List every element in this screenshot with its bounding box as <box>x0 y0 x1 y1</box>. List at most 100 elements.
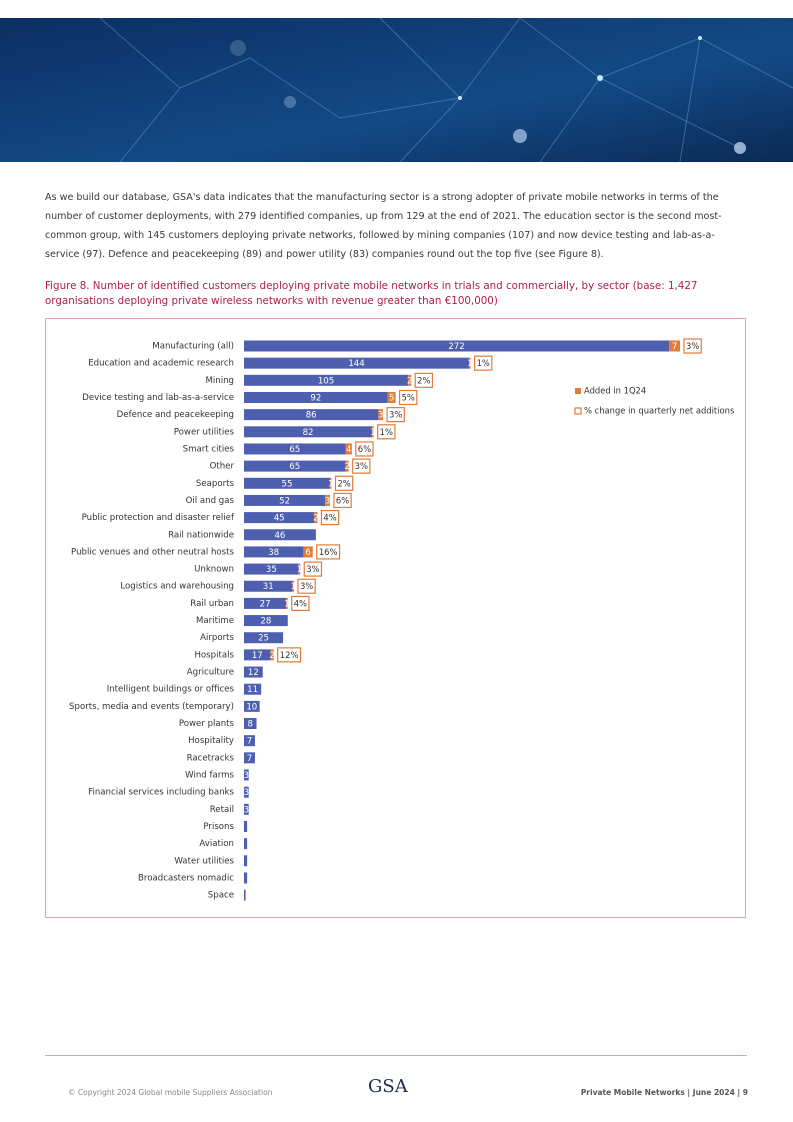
legend-swatch <box>575 388 581 394</box>
bar <box>244 649 271 661</box>
category-label: Broadcasters nomadic <box>138 873 234 883</box>
bar <box>244 529 316 541</box>
bar-label: 46 <box>274 531 285 541</box>
bar-label: 28 <box>260 617 271 627</box>
pct-box <box>377 424 396 440</box>
pct-label: 5% <box>402 392 415 402</box>
bar-label: 86 <box>306 411 317 421</box>
pct-label: 6% <box>336 495 349 505</box>
pct-label: 4% <box>323 513 336 523</box>
footer-rule <box>45 1055 747 1056</box>
added-bar <box>298 563 301 575</box>
bar-label: 27 <box>260 599 271 609</box>
pct-box <box>352 458 371 474</box>
bar <box>244 752 255 764</box>
category-label: Hospitality <box>188 736 234 746</box>
category-label: Oil and gas <box>186 496 235 506</box>
bar <box>244 769 249 781</box>
bar-label: 65 <box>289 462 300 472</box>
pct-label: 3% <box>306 564 319 574</box>
bar-label: 82 <box>303 428 314 438</box>
bar-label: 25 <box>258 634 269 644</box>
bar-label: 12 <box>248 668 259 678</box>
category-label: Seaports <box>196 479 235 489</box>
bar <box>244 615 288 627</box>
bar <box>244 546 304 558</box>
bar <box>244 597 287 609</box>
added-label: 5 <box>389 393 394 403</box>
bar-label: 31 <box>263 582 274 592</box>
added-label: 1 <box>284 599 289 609</box>
pct-box <box>386 407 405 423</box>
bar <box>244 374 409 386</box>
pct-box <box>297 578 316 594</box>
bar-label: 3 <box>244 805 249 815</box>
added-bar <box>286 597 288 609</box>
pct-label: 2% <box>337 478 350 488</box>
added-bar <box>329 477 332 489</box>
category-label: Aviation <box>199 839 234 849</box>
legend-label: Added in 1Q24 <box>584 386 646 396</box>
bar-label: 17 <box>252 651 263 661</box>
added-label: 3 <box>378 411 383 421</box>
category-label: Smart cities <box>183 444 235 454</box>
pct-box <box>303 561 323 577</box>
added-bar <box>669 340 681 352</box>
added-bar <box>378 409 384 421</box>
bar <box>244 563 299 575</box>
bar <box>244 872 248 884</box>
bar-label: 35 <box>266 565 277 575</box>
bar <box>244 718 257 730</box>
bar-label: 272 <box>448 342 464 352</box>
added-label: 3 <box>325 496 330 506</box>
bar-label: 7 <box>247 754 252 764</box>
pct-box <box>334 475 354 491</box>
header-image <box>0 18 793 162</box>
pct-box <box>316 544 341 560</box>
pct-label: 3% <box>300 581 313 591</box>
bar <box>244 426 373 438</box>
bar <box>244 855 248 867</box>
category-label: Agriculture <box>187 668 234 678</box>
bar <box>244 666 263 678</box>
pct-label: 6% <box>358 444 371 454</box>
category-label: Intelligent buildings or offices <box>107 685 235 695</box>
added-label: 2 <box>407 376 412 386</box>
added-label: 4 <box>346 445 351 455</box>
bar <box>244 889 246 901</box>
bar <box>244 512 315 524</box>
added-bar <box>303 546 313 558</box>
category-label: Hospitals <box>194 650 234 660</box>
bar-label: 8 <box>248 720 253 730</box>
added-label: 2 <box>269 651 274 661</box>
category-label: Device testing and lab-as-a-service <box>82 393 234 403</box>
added-label: 1 <box>370 428 375 438</box>
legend-label: % change in quarterly net additions <box>584 406 734 416</box>
bar <box>244 460 346 472</box>
bar-label: 105 <box>318 376 334 386</box>
pct-box <box>355 441 374 457</box>
pct-box <box>414 372 434 388</box>
category-label: Education and academic research <box>88 359 234 369</box>
added-bar <box>372 426 374 438</box>
bar-label: 11 <box>247 685 258 695</box>
bar <box>244 803 249 815</box>
pct-box <box>398 389 418 406</box>
pct-label: 12% <box>280 650 299 660</box>
legend-swatch <box>574 407 582 415</box>
bar <box>244 391 388 403</box>
category-label: Sports, media and events (temporary) <box>69 702 234 712</box>
bar <box>244 580 293 592</box>
category-label: Defence and peacekeeping <box>117 410 234 420</box>
pct-box <box>320 510 340 526</box>
category-label: Retail <box>210 805 234 815</box>
category-label: Unknown <box>194 565 234 575</box>
added-bar <box>408 374 412 386</box>
category-label: Financial services including banks <box>88 788 234 798</box>
bar <box>244 700 260 712</box>
chart-frame <box>45 318 746 918</box>
category-label: Airports <box>200 633 234 643</box>
bar-label: 55 <box>282 479 293 489</box>
pct-label: 3% <box>355 461 368 471</box>
category-label: Rail nationwide <box>168 530 234 540</box>
